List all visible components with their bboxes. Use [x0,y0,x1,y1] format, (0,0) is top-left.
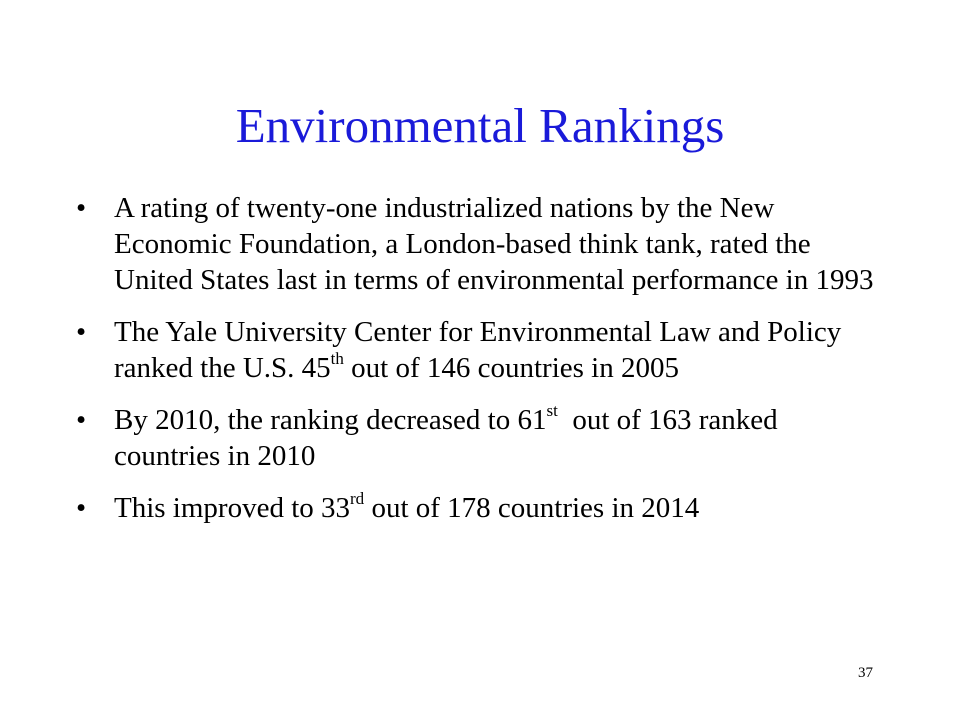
bullet-marker: • [76,316,87,348]
ordinal-suffix: th [330,349,344,369]
bullet-marker: • [76,492,87,524]
ordinal-suffix: st [546,401,558,421]
bullet-item: • By 2010, the ranking decreased to 61st… [76,402,876,474]
bullet-text: This improved to 33 [114,492,351,524]
bullet-item: • A rating of twenty-one industrialized … [76,190,876,298]
bullet-text: out of 178 countries in 2014 [364,492,700,524]
bullet-text: out of 146 countries in 2005 [343,352,679,384]
bullet-marker: • [76,192,87,224]
bullet-item: • This improved to 33rd out of 178 count… [76,490,876,526]
bullet-item: • The Yale University Center for Environ… [76,314,876,386]
slide-title: Environmental Rankings [235,98,725,153]
page-number: 37 [858,665,873,681]
bullet-text: By 2010, the ranking decreased to 61 [114,404,547,436]
bullet-text: out of 163 ranked countries in 2010 [114,404,785,472]
ordinal-suffix: rd [350,489,365,509]
bullet-text: A rating of twenty-one industrialized na… [114,192,874,296]
bullet-text: The Yale University Center for Environme… [114,316,842,384]
bullet-marker: • [76,404,87,436]
bullet-list: • A rating of twenty-one industrialized … [76,190,876,542]
